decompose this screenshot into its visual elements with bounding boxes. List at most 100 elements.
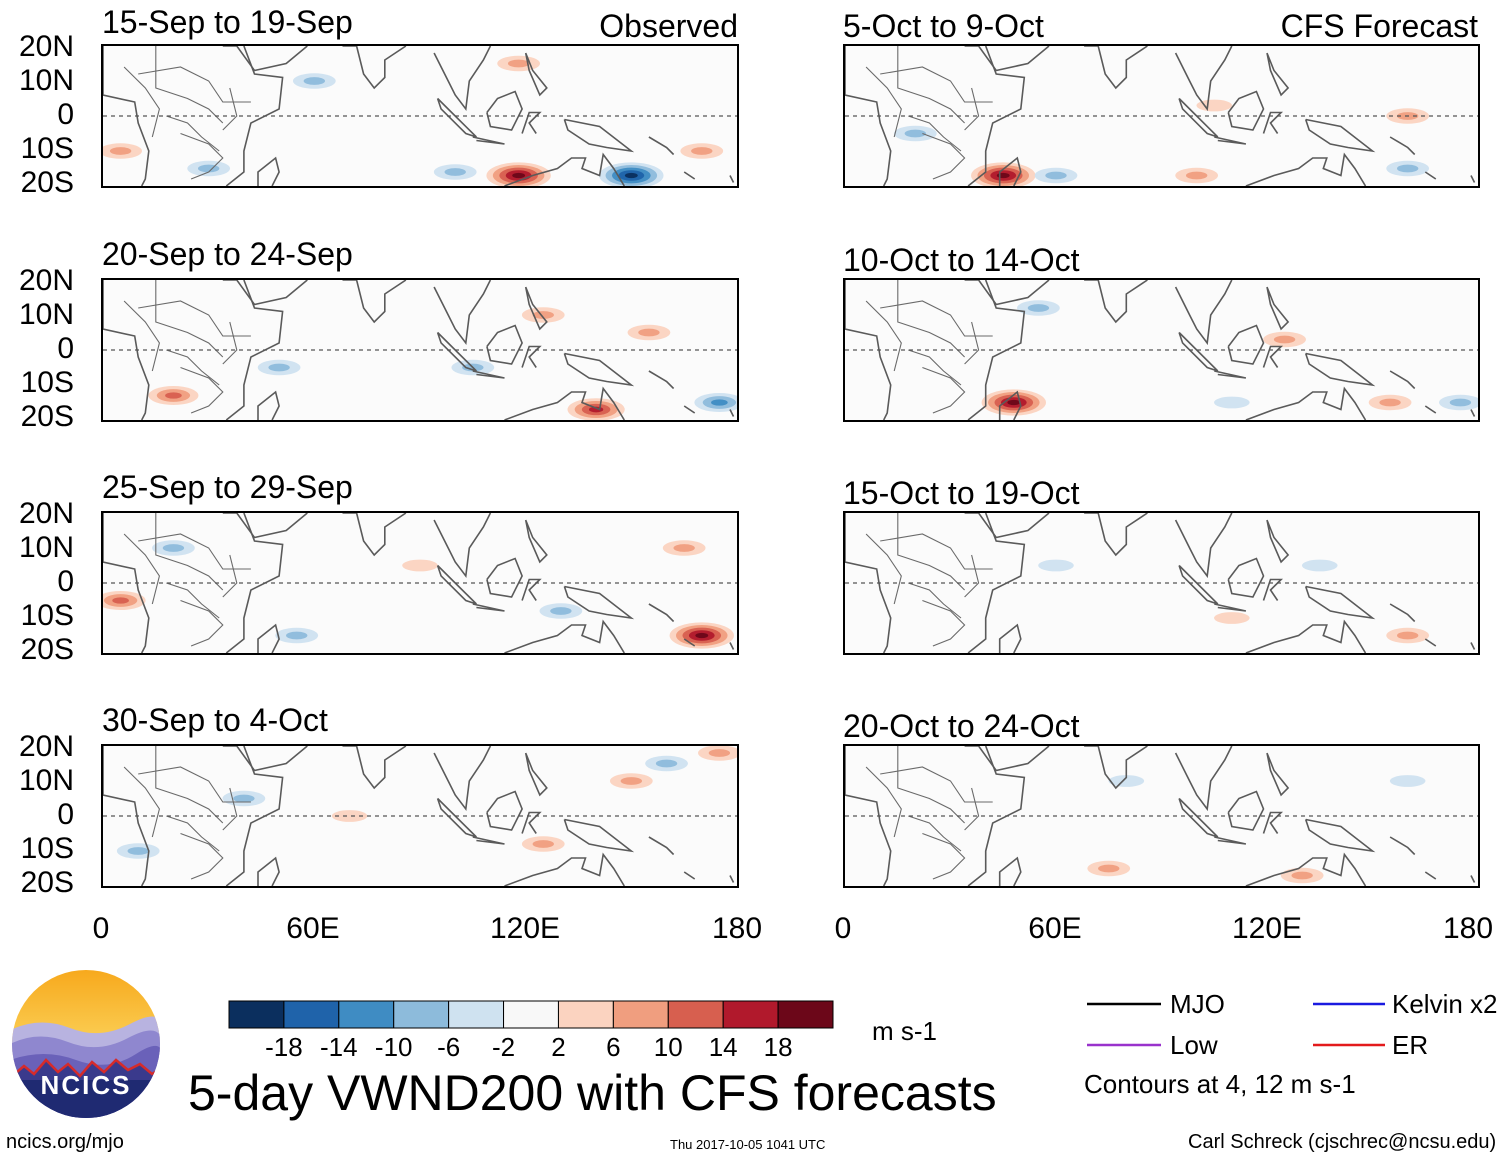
coastline	[524, 519, 548, 564]
lat-label: 10S	[20, 366, 74, 399]
anomaly-feature-5	[638, 328, 660, 337]
units-label: m s-1	[872, 1016, 937, 1046]
colorbar-swatch-5	[503, 1000, 559, 1029]
credit-text: Carl Schreck (cjschrec@ncsu.edu)	[1188, 1131, 1497, 1153]
colorbar-swatch-2	[338, 1000, 395, 1029]
coastline	[1178, 331, 1219, 372]
country-border	[922, 132, 966, 180]
coastline	[683, 638, 696, 647]
timestamp-text: Thu 2017-10-05 1041 UTC	[670, 1137, 826, 1152]
map-svg	[103, 746, 737, 886]
map-panel-0	[101, 44, 739, 188]
legend-label-kelvin: Kelvin x2	[1392, 989, 1498, 1019]
coastline	[1470, 409, 1476, 417]
anomaly-feature-3	[1301, 559, 1338, 572]
coastline	[1174, 280, 1233, 346]
coastline	[222, 46, 308, 72]
anomaly-feature-3	[286, 631, 308, 640]
anomaly-feature-2	[1379, 398, 1401, 407]
country-border	[155, 280, 224, 358]
coastline	[1227, 324, 1265, 365]
country-border	[138, 533, 251, 570]
colorbar-swatch-4	[448, 1000, 505, 1029]
coastline	[998, 156, 1022, 186]
anomaly-feature-6	[331, 810, 368, 822]
coastline	[1084, 746, 1148, 790]
country-border	[222, 787, 238, 831]
lat-label: 0	[57, 565, 74, 598]
anomaly-feature-4	[1214, 396, 1250, 409]
coastline	[964, 280, 1050, 306]
coastline	[729, 642, 735, 650]
country-border	[180, 132, 224, 180]
map-panel-7	[843, 744, 1480, 888]
coastline	[845, 513, 892, 653]
coastline	[683, 871, 696, 880]
anomaly-feature-2	[708, 749, 731, 757]
country-border	[123, 300, 160, 372]
colorbar	[228, 1000, 834, 1029]
coastline	[1424, 405, 1437, 414]
figure-title: 5-day VWND200 with CFS forecasts	[188, 1065, 997, 1121]
anomaly-feature-4	[303, 77, 326, 85]
coastline	[436, 564, 477, 605]
anomaly-feature-1	[620, 777, 643, 785]
map-svg	[845, 746, 1478, 886]
anomaly-feature-2	[691, 147, 713, 155]
anomaly-feature-0	[1396, 631, 1419, 640]
coastline	[521, 811, 542, 834]
country-border	[922, 832, 966, 880]
anomaly-feature-3	[1389, 775, 1426, 787]
panel-title-2: 25-Sep to 29-Sep	[102, 469, 353, 505]
lat-label: 20S	[20, 866, 74, 899]
anomaly-feature-1	[112, 597, 129, 604]
coastline	[342, 280, 407, 324]
coastline	[1245, 386, 1367, 420]
country-border	[222, 321, 238, 365]
lat-label: 20N	[18, 730, 74, 763]
country-border	[865, 533, 902, 605]
anomaly-feature-2	[711, 399, 728, 406]
colorbar-swatch-0	[228, 1000, 285, 1029]
map-svg	[103, 280, 737, 420]
country-border	[123, 533, 160, 605]
coastline	[845, 46, 892, 186]
coastline	[504, 852, 625, 886]
coastline	[1266, 752, 1290, 797]
coastline	[436, 97, 477, 138]
country-border	[880, 766, 993, 803]
map-panel-6	[843, 511, 1480, 655]
country-border	[222, 87, 238, 131]
anomaly-feature-4	[655, 759, 678, 768]
anomaly-feature-4	[1045, 171, 1067, 180]
coastline	[1304, 118, 1376, 153]
coastline	[103, 513, 150, 653]
coastline	[648, 370, 675, 390]
coastline	[1389, 370, 1416, 390]
country-border	[865, 300, 902, 372]
coastline	[563, 352, 635, 387]
colorbar-swatch-9	[722, 1000, 779, 1029]
coastline	[103, 280, 150, 420]
coastline	[1084, 280, 1148, 324]
coastline	[521, 345, 542, 368]
coastline	[1178, 797, 1219, 838]
coastline	[433, 280, 492, 346]
map-panel-2	[101, 511, 739, 655]
anomaly-feature-6	[1196, 99, 1233, 112]
anomaly-feature-5	[162, 544, 185, 552]
coastline	[1266, 52, 1290, 97]
lon-label-right-0: 0	[834, 912, 852, 945]
coastline	[1262, 111, 1284, 134]
lon-label-left-180: 180	[711, 912, 763, 945]
lat-label: 10N	[18, 764, 74, 797]
coastline	[486, 90, 523, 131]
coastline	[1084, 513, 1148, 557]
colorbar-tick-label: -18	[265, 1032, 303, 1062]
coastline	[729, 875, 735, 883]
ncics-logo: NCICS	[12, 970, 160, 1118]
anomaly-feature-0	[1098, 864, 1120, 873]
coastline	[845, 746, 892, 886]
country-border	[166, 815, 220, 852]
colorbar-swatch-3	[393, 1000, 450, 1029]
